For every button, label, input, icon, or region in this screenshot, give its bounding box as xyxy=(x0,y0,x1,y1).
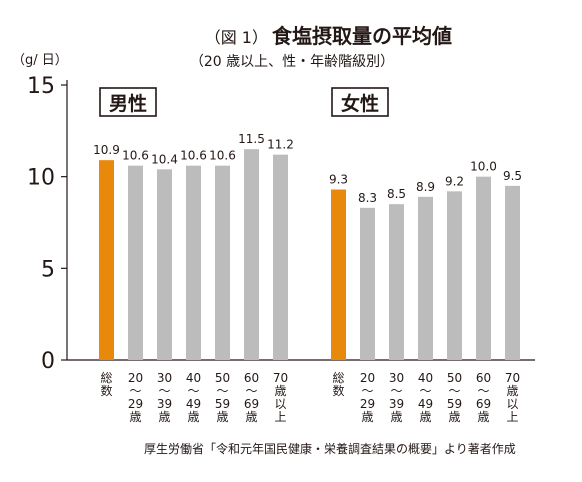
plot-area: 051015男性10.9総数10.620〜29歳10.430〜39歳10.640… xyxy=(27,74,535,424)
data-label: 11.5 xyxy=(238,132,265,146)
chart-subtitle: （20 歳以上、性・年齢階級別） xyxy=(190,54,394,70)
x-tick-label: 69 xyxy=(244,397,259,411)
data-label: 10.0 xyxy=(470,160,497,174)
x-tick-label: 20 xyxy=(360,371,375,385)
x-tick-label: 歳 xyxy=(274,384,286,398)
chart-title-prefix: （図 1） xyxy=(205,28,268,47)
x-tick-label: 歳 xyxy=(390,410,402,424)
data-label: 8.5 xyxy=(387,187,406,201)
x-tick-label: 歳 xyxy=(129,410,141,424)
x-tick-label: 〜 xyxy=(390,384,402,398)
series-label: 女性 xyxy=(341,92,379,115)
x-tick-label: 40 xyxy=(418,371,433,385)
source-note: 厚生労働省「令和元年国民健康・栄養調査結果の概要」より著者作成 xyxy=(144,441,516,456)
series-label: 男性 xyxy=(109,92,147,115)
x-tick-label: 〜 xyxy=(419,384,431,398)
x-tick-label: 歳 xyxy=(216,410,228,424)
x-tick-label: 20 xyxy=(128,371,143,385)
bar xyxy=(186,165,201,360)
bar xyxy=(99,160,114,360)
x-tick-label: 数 xyxy=(332,383,344,398)
x-tick-label: 歳 xyxy=(506,384,518,398)
bar xyxy=(505,185,520,360)
data-label: 10.6 xyxy=(180,149,207,163)
x-tick-label: 総 xyxy=(332,371,344,385)
x-tick-label: 49 xyxy=(418,397,433,411)
data-label: 10.6 xyxy=(209,149,236,163)
x-tick-label: 歳 xyxy=(187,410,199,424)
x-tick-label: 以 xyxy=(506,397,518,411)
data-label: 9.3 xyxy=(329,173,348,187)
x-tick-label: 〜 xyxy=(477,384,489,398)
data-label: 10.9 xyxy=(93,143,120,157)
x-tick-label: 60 xyxy=(244,371,259,385)
x-tick-label: 歳 xyxy=(477,410,489,424)
data-label: 8.9 xyxy=(416,180,435,194)
data-label: 10.4 xyxy=(151,152,178,166)
x-tick-label: 70 xyxy=(505,371,520,385)
x-tick-label: 50 xyxy=(447,371,462,385)
x-tick-label: 歳 xyxy=(158,410,170,424)
y-tick-label: 10 xyxy=(27,166,55,191)
x-tick-label: 総 xyxy=(100,371,112,385)
chart-title: 食塩摂取量の平均値 xyxy=(272,24,452,48)
bar xyxy=(157,169,172,360)
x-tick-label: 40 xyxy=(186,371,201,385)
bar xyxy=(244,149,259,360)
y-tick-label: 5 xyxy=(41,257,55,282)
data-label: 9.2 xyxy=(445,174,464,188)
x-tick-label: 70 xyxy=(273,371,288,385)
bar xyxy=(476,176,491,360)
y-tick-label: 15 xyxy=(27,74,55,99)
x-tick-label: 29 xyxy=(360,397,375,411)
x-tick-label: 〜 xyxy=(245,384,257,398)
bar xyxy=(447,191,462,360)
y-axis-unit: （g/ 日） xyxy=(12,53,68,68)
data-label: 9.5 xyxy=(503,169,522,183)
y-tick-label: 0 xyxy=(41,349,55,374)
x-tick-label: 60 xyxy=(476,371,491,385)
data-label: 8.3 xyxy=(358,191,377,205)
x-tick-label: 59 xyxy=(447,397,462,411)
bar xyxy=(360,207,375,360)
x-tick-label: 〜 xyxy=(361,384,373,398)
x-tick-label: 30 xyxy=(389,371,404,385)
x-tick-label: 29 xyxy=(128,397,143,411)
x-tick-label: 69 xyxy=(476,397,491,411)
x-tick-label: 39 xyxy=(389,397,404,411)
bar xyxy=(273,154,288,360)
x-tick-label: 50 xyxy=(215,371,230,385)
x-tick-label: 〜 xyxy=(216,384,228,398)
x-tick-label: 39 xyxy=(157,397,172,411)
series-label-box xyxy=(331,87,389,117)
x-tick-label: 数 xyxy=(100,383,112,398)
bar xyxy=(128,165,143,360)
x-tick-label: 歳 xyxy=(245,410,257,424)
x-tick-label: 歳 xyxy=(448,410,460,424)
x-tick-label: 〜 xyxy=(158,384,170,398)
x-tick-label: 49 xyxy=(186,397,201,411)
x-tick-label: 59 xyxy=(215,397,230,411)
series-label-box xyxy=(99,87,157,117)
x-tick-label: 30 xyxy=(157,371,172,385)
data-label: 10.6 xyxy=(122,149,149,163)
x-tick-label: 上 xyxy=(506,410,518,424)
data-label: 11.2 xyxy=(267,138,294,152)
x-tick-label: 歳 xyxy=(419,410,431,424)
x-tick-label: 歳 xyxy=(361,410,373,424)
bar xyxy=(418,196,433,360)
bar xyxy=(389,204,404,360)
x-tick-label: 以 xyxy=(274,397,286,411)
bar xyxy=(331,189,346,360)
x-tick-label: 〜 xyxy=(129,384,141,398)
x-tick-label: 〜 xyxy=(448,384,460,398)
bar xyxy=(215,165,230,360)
x-tick-label: 上 xyxy=(274,410,286,424)
x-tick-label: 〜 xyxy=(187,384,199,398)
